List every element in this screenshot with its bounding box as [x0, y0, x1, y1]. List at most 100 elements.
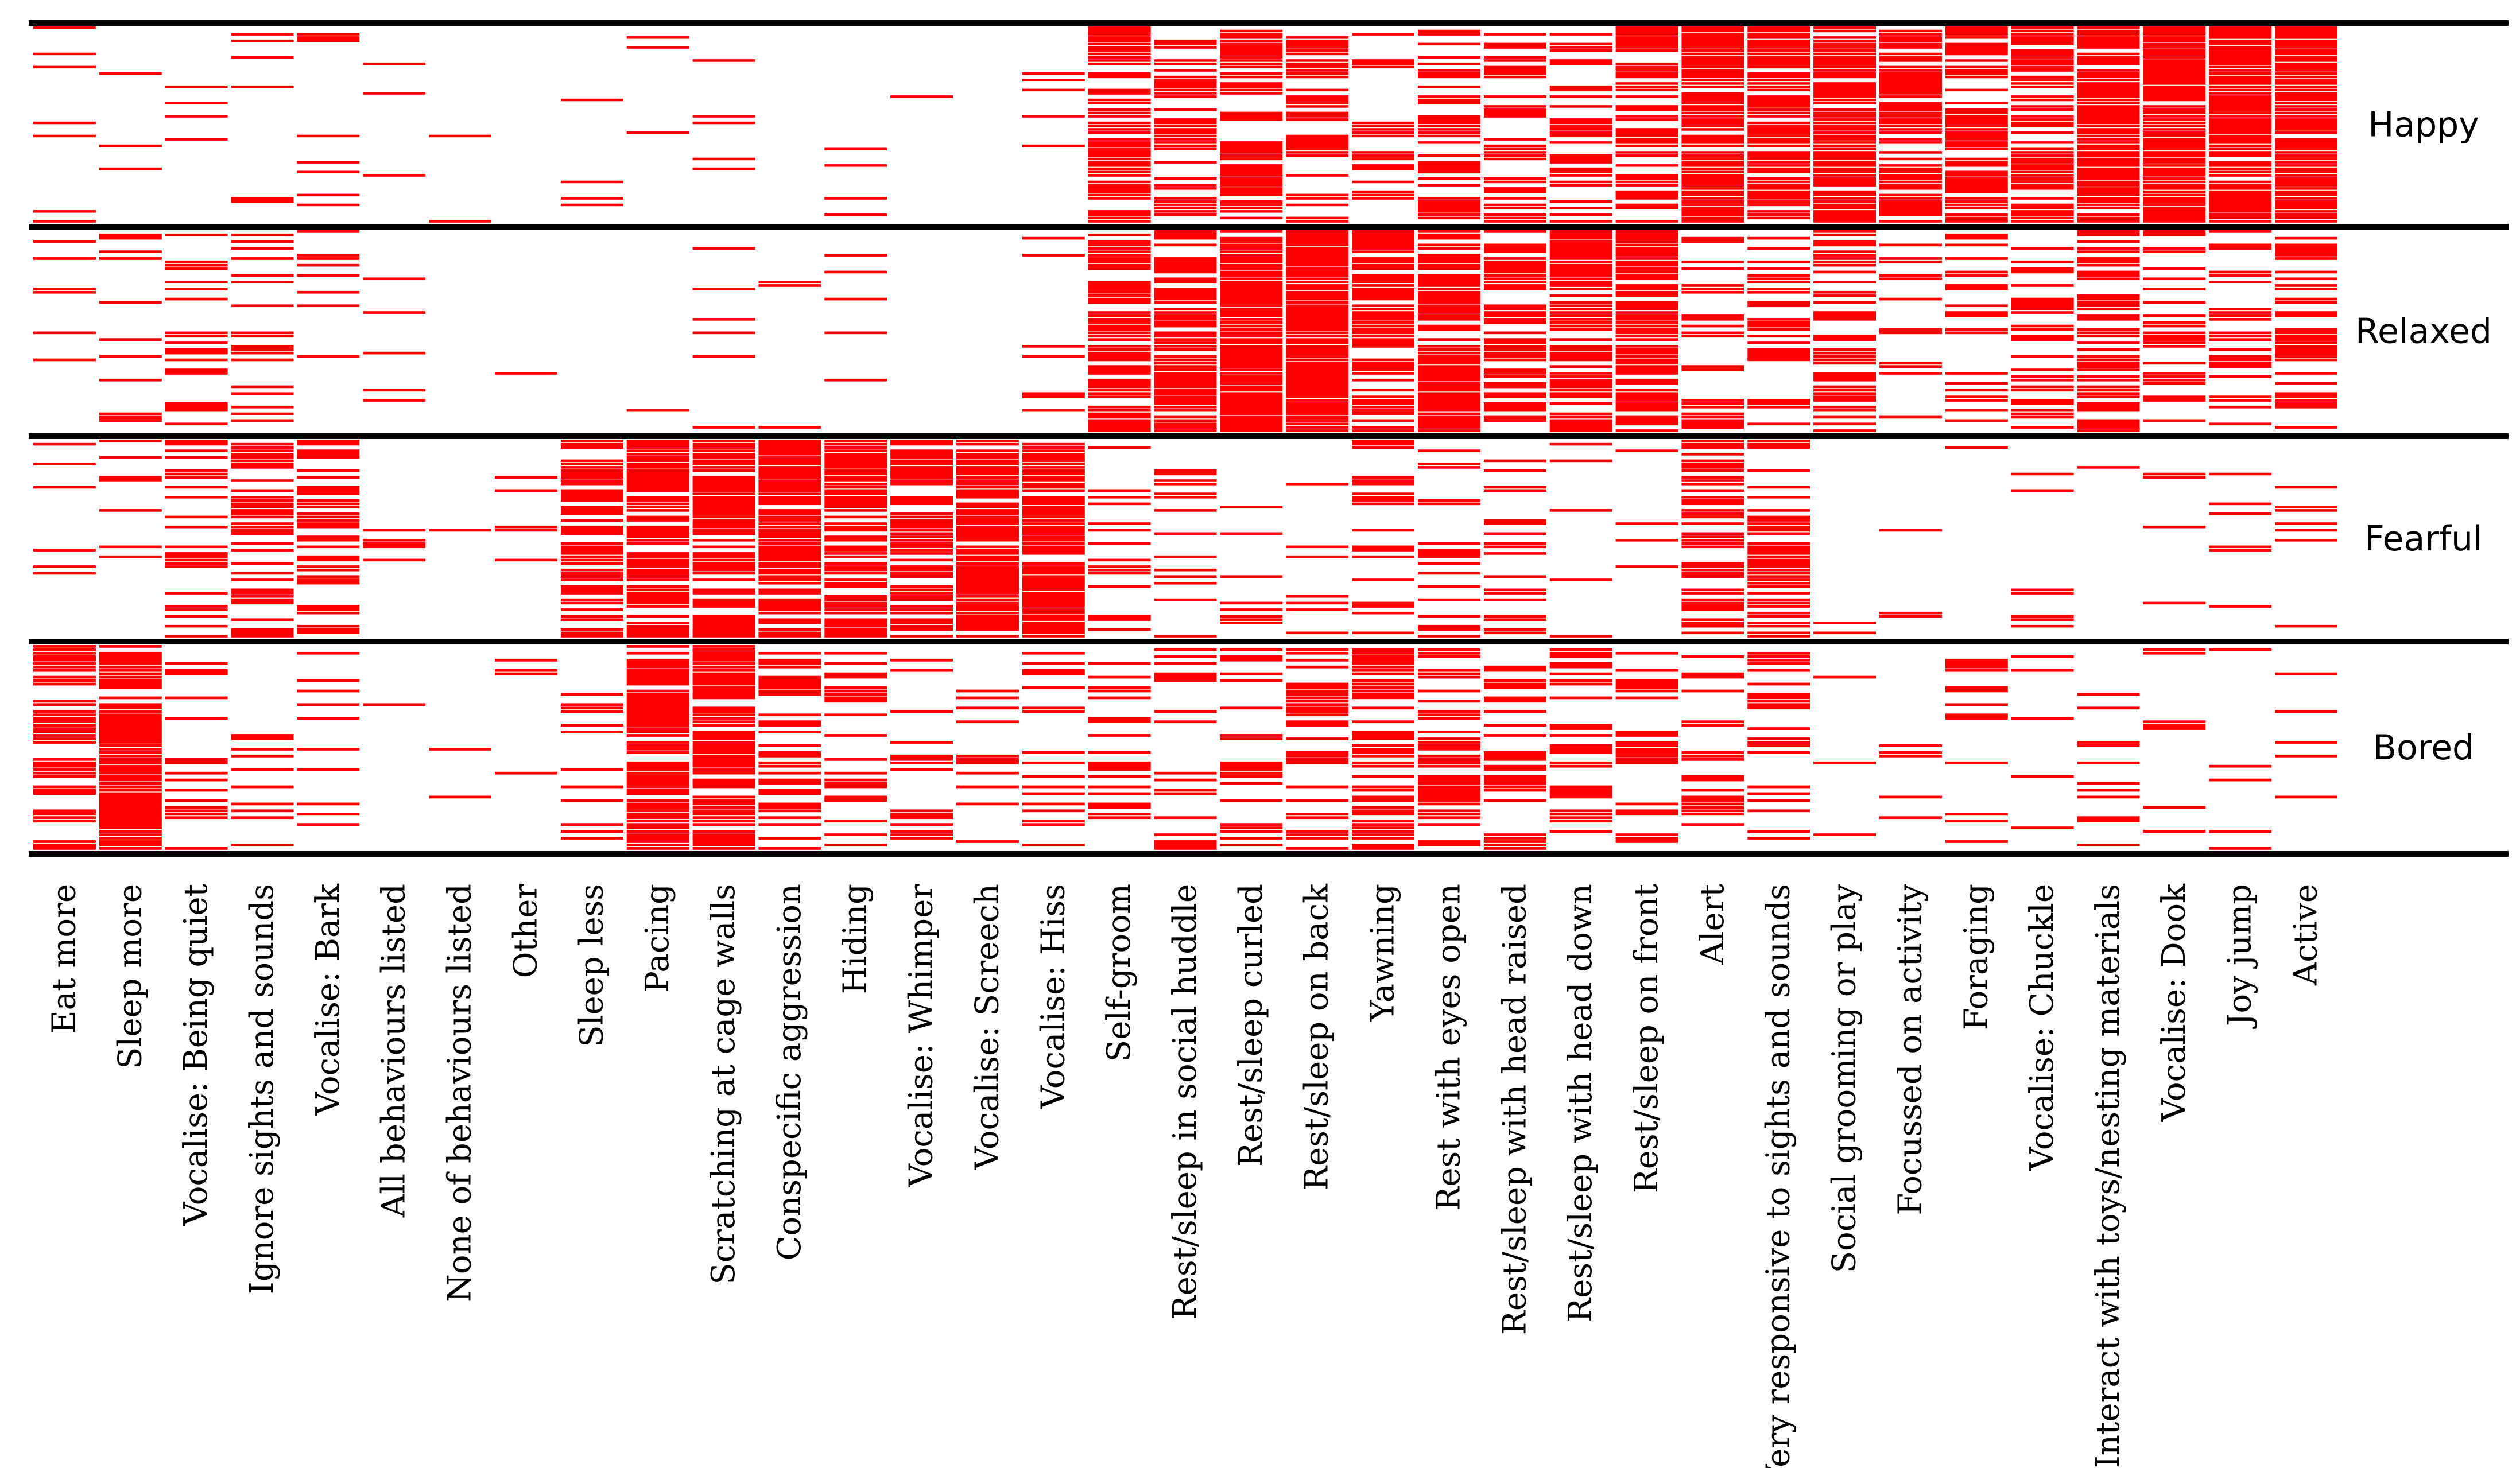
heatmap-cell [1220, 230, 1283, 233]
heatmap-cell [560, 785, 623, 789]
heatmap-cell [2275, 710, 2337, 713]
heatmap-cell [890, 813, 953, 820]
column-label: Very responsive to sights and sounds [1760, 884, 1797, 1468]
heatmap-cell [1286, 88, 1349, 92]
heatmap-cell [1352, 180, 1414, 184]
heatmap-cell [2077, 348, 2140, 351]
heatmap-cell [890, 768, 953, 771]
heatmap-cell [1220, 263, 1283, 270]
heatmap-cell [99, 645, 162, 648]
heatmap-cell [1022, 446, 1085, 449]
heatmap-cell [297, 512, 360, 515]
heatmap-cell [758, 456, 821, 465]
heatmap-cell [2077, 816, 2140, 822]
heatmap-cell [1879, 193, 1942, 197]
heatmap-cell [1681, 672, 1744, 679]
heatmap-cell [1681, 483, 1744, 486]
heatmap-cell [33, 809, 96, 816]
heatmap-cell [297, 290, 360, 294]
heatmap-cell [165, 799, 228, 802]
heatmap-cell [2209, 26, 2272, 39]
heatmap-cell [1483, 203, 1546, 207]
heatmap-cell [1549, 167, 1612, 173]
heatmap-cell [1681, 324, 1744, 328]
heatmap-cell [1352, 134, 1414, 138]
heatmap-cell [1879, 157, 1942, 161]
heatmap-cell [2143, 59, 2206, 85]
heatmap-cell [2011, 247, 2074, 250]
heatmap-cell [890, 466, 953, 479]
heatmap-cell [1418, 274, 1480, 287]
heatmap-cell [1615, 565, 1678, 568]
heatmap-cell [692, 724, 755, 727]
heatmap-cell [297, 499, 360, 502]
heatmap-cell [1286, 338, 1349, 344]
heatmap-cell [1154, 161, 1217, 164]
heatmap-cell [2275, 49, 2337, 56]
heatmap-cell [1615, 247, 1678, 257]
heatmap-cell [165, 696, 228, 700]
heatmap-cell [1681, 440, 1744, 442]
heatmap-cell [1418, 324, 1480, 331]
heatmap-cell [1945, 713, 2008, 720]
heatmap-cell [1813, 405, 1876, 409]
heatmap-cell [429, 748, 491, 751]
heatmap-cell [165, 816, 228, 820]
heatmap-cell [99, 754, 162, 758]
heatmap-cell [231, 529, 294, 535]
heatmap-cell [1747, 56, 1810, 69]
heatmap-cell [2077, 331, 2140, 335]
heatmap-cell [758, 479, 821, 492]
heatmap-cell [231, 754, 294, 758]
heatmap-cell [824, 618, 887, 628]
heatmap-cell [1418, 382, 1480, 392]
heatmap-cell [1352, 190, 1414, 193]
heatmap-cell [1681, 459, 1744, 463]
heatmap-cell [1088, 247, 1151, 250]
heatmap-cell [824, 453, 887, 469]
heatmap-cell [2011, 415, 2074, 419]
column-label: Foraging [1957, 884, 1995, 1030]
heatmap-cell [1220, 392, 1283, 415]
heatmap-cell [1022, 785, 1085, 789]
heatmap-cell [1747, 469, 1810, 472]
heatmap-cell [824, 771, 887, 775]
heatmap-cell [758, 731, 821, 733]
heatmap-cell [1483, 628, 1546, 631]
heatmap-cell [1747, 440, 1810, 442]
heatmap-cell [429, 220, 491, 223]
heatmap-cell [1352, 479, 1414, 486]
heatmap-cell [33, 331, 96, 335]
heatmap-cell [560, 837, 623, 840]
heatmap-cell [231, 489, 294, 492]
heatmap-cell [1220, 368, 1283, 371]
panel-label: Relaxed [2355, 312, 2492, 352]
heatmap-cell [1813, 395, 1876, 402]
heatmap-cell [1879, 529, 1942, 532]
heatmap-cell [297, 611, 360, 615]
column-label: Rest/sleep with head raised [1496, 884, 1533, 1335]
heatmap-cell [692, 741, 755, 754]
heatmap-cell [2209, 311, 2272, 314]
heatmap-cell [1483, 459, 1546, 463]
heatmap-cell [1483, 682, 1546, 689]
heatmap-cell [1615, 809, 1678, 816]
heatmap-cell [1615, 115, 1678, 118]
heatmap-cell [1681, 190, 1744, 196]
heatmap-cell [1483, 147, 1546, 150]
heatmap-cell [1220, 33, 1283, 39]
heatmap-cell [1549, 318, 1612, 321]
heatmap-cell [1154, 203, 1217, 207]
heatmap-cell [2011, 592, 2074, 595]
heatmap-cell [1813, 56, 1876, 69]
heatmap-cell [99, 555, 162, 558]
heatmap-cell [890, 830, 953, 833]
heatmap-cell [1615, 118, 1678, 121]
heatmap-cell [1747, 532, 1810, 535]
heatmap-cell [1681, 92, 1744, 104]
heatmap-cell [1088, 489, 1151, 492]
heatmap-cell [2143, 375, 2206, 378]
heatmap-cell [2077, 335, 2140, 338]
heatmap-cell [1813, 29, 1876, 33]
